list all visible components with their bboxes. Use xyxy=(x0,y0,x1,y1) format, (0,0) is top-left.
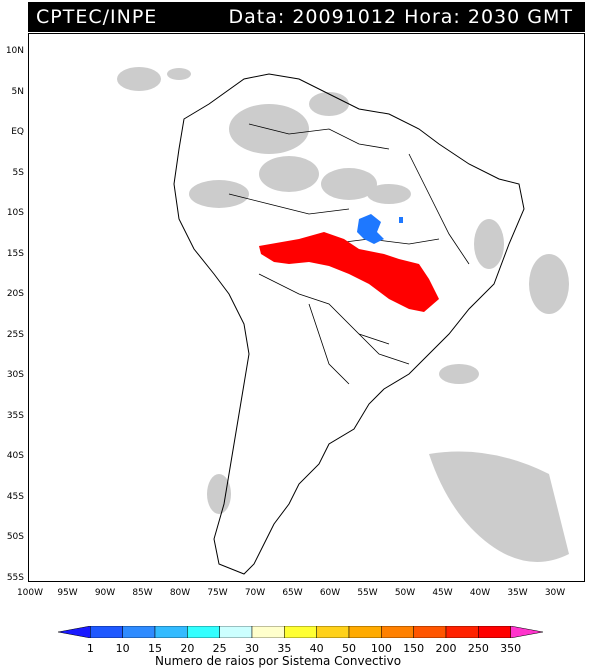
colorbar-tick-label: 200 xyxy=(435,642,457,655)
agency-label: CPTEC/INPE xyxy=(36,6,158,28)
colorbar-segment xyxy=(284,626,317,638)
title-bar: CPTEC/INPE Data: 20091012 Hora: 2030 GMT xyxy=(28,2,585,32)
colorbar-tick-label: 250 xyxy=(467,642,489,655)
colorbar-tick-label: 20 xyxy=(180,642,195,655)
map-area xyxy=(28,33,585,582)
colorbar-segment xyxy=(413,626,447,638)
lat-label: 40S xyxy=(6,451,24,461)
lat-label: 25S xyxy=(6,329,24,340)
lat-label: 30S xyxy=(6,370,24,380)
lon-label: 60W xyxy=(319,588,341,598)
colorbar-segment xyxy=(58,626,91,638)
colorbar-segment xyxy=(219,626,253,638)
lat-label: 20S xyxy=(6,289,24,299)
lat-label: 5N xyxy=(11,86,24,97)
colorbar-segment xyxy=(122,626,156,638)
convective-cell-blue xyxy=(399,217,403,223)
colorbar-segment xyxy=(478,626,511,638)
lat-label: 10S xyxy=(6,208,24,218)
lat-label: 5S xyxy=(12,167,24,178)
lat-label: 35S xyxy=(6,410,24,421)
colorbar-tick-label: 350 xyxy=(500,642,522,655)
cloud-cover xyxy=(117,67,569,562)
lon-label: 45W xyxy=(432,588,453,598)
date-time-label: Data: 20091012 Hora: 2030 GMT xyxy=(228,6,573,28)
colorbar-tick-label: 25 xyxy=(212,642,227,655)
colorbar-segment xyxy=(187,626,220,638)
continent-outline xyxy=(173,73,525,575)
lon-label: 90W xyxy=(94,588,116,598)
colorbar-tick-label: 40 xyxy=(309,642,324,655)
lightning-colorbar xyxy=(58,626,543,638)
colorbar-segment xyxy=(510,626,543,638)
colorbar-tick-label: 10 xyxy=(115,642,130,655)
colorbar-tick-label: 1 xyxy=(86,642,94,655)
colorbar-tick-label: 35 xyxy=(277,642,292,655)
lon-label: 50W xyxy=(394,588,416,598)
legend-title: Numero de raios por Sistema Convectivo xyxy=(155,654,402,668)
colorbar-tick-label: 50 xyxy=(342,642,356,655)
colorbar-segment xyxy=(381,626,414,638)
colorbar-segment xyxy=(154,626,188,638)
colorbar-tick-label: 150 xyxy=(403,642,425,655)
lon-label: 95W xyxy=(57,588,78,598)
lon-label: 80W xyxy=(169,588,191,598)
lon-label: 65W xyxy=(282,588,303,598)
convective-system-blue xyxy=(357,214,384,244)
lon-label: 75W xyxy=(207,588,228,598)
lat-label: 55S xyxy=(6,572,24,583)
colorbar-tick-label: 100 xyxy=(370,642,392,655)
lon-label: 35W xyxy=(507,588,528,598)
lon-label: 100W xyxy=(16,588,44,598)
colorbar-tick-label: 30 xyxy=(245,642,259,655)
country-borders xyxy=(228,123,470,385)
colorbar-segment xyxy=(445,626,479,638)
lat-label: 50S xyxy=(6,532,24,542)
lon-label: 70W xyxy=(244,588,266,598)
colorbar-segment xyxy=(348,626,382,638)
colorbar-tick-label: 15 xyxy=(148,642,162,655)
lat-label: EQ xyxy=(11,127,24,137)
convective-system-red xyxy=(259,232,439,312)
colorbar-segment xyxy=(251,626,285,638)
colorbar-segment xyxy=(90,626,123,638)
lon-label: 40W xyxy=(469,588,491,598)
lat-label: 45S xyxy=(6,491,24,502)
lon-label: 30W xyxy=(544,588,566,598)
colorbar-segment xyxy=(316,626,350,638)
lon-label: 85W xyxy=(132,588,153,598)
south-america-map xyxy=(117,67,569,575)
lon-label: 55W xyxy=(357,588,378,598)
lat-label: 10N xyxy=(5,46,24,56)
lat-label: 15S xyxy=(6,248,24,259)
